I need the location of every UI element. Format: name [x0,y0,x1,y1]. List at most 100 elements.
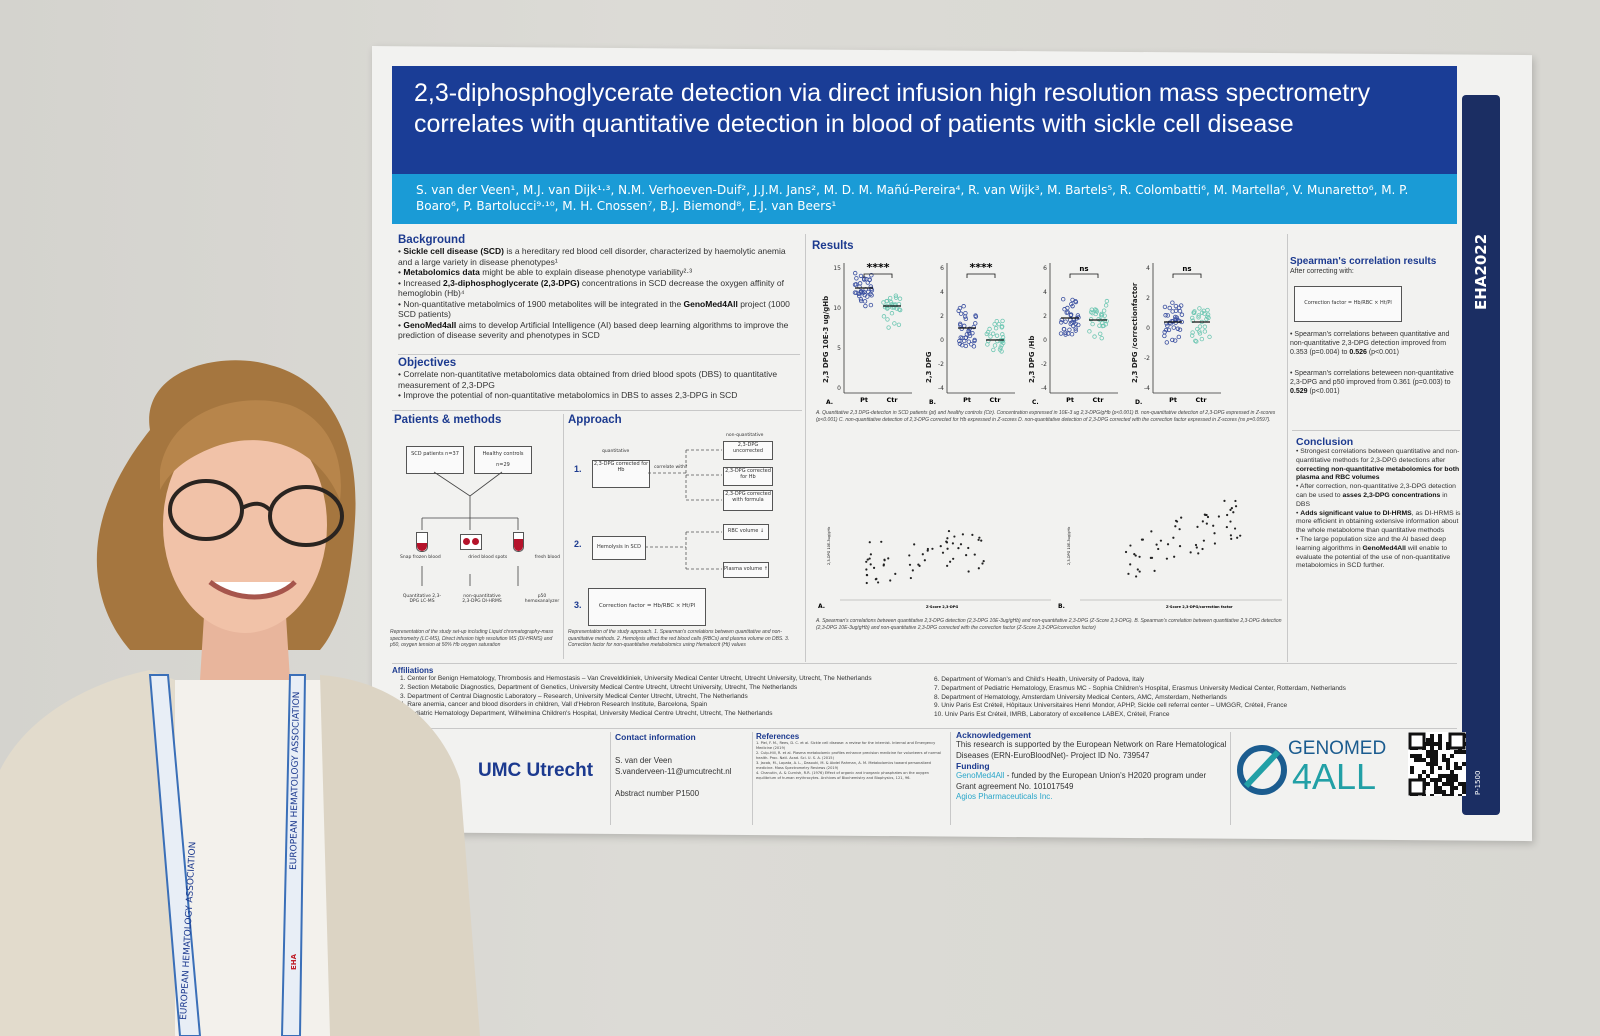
control-dot [893,293,899,298]
patient-dot [1176,318,1182,324]
scatter-point [931,547,934,550]
control-dot [1090,321,1095,327]
y-axis-label: 2,3 DPG /correctionfactor [1131,282,1139,383]
contact-email[interactable]: S.vanderveen-11@umcutrecht.nl [615,766,732,776]
scatter-point [1136,568,1139,571]
qr-module [1442,758,1446,762]
scatter-point [967,570,970,573]
y-tick: 2 [1043,313,1047,320]
qr-module [1462,786,1466,790]
control-dot [1195,326,1200,332]
patient-dot [1066,331,1071,336]
qr-module [1462,782,1466,786]
scatter-point [941,551,945,554]
patient-dot [1178,303,1184,308]
methods-flow-lines [421,471,519,586]
qr-module [1438,766,1442,770]
qr-module [1454,766,1458,770]
divider [610,732,611,825]
target-box: 2,3-DPG corrected for Hb [723,467,773,486]
patient-dot [1179,312,1185,317]
qr-code[interactable] [1408,732,1466,796]
control-dot [1099,313,1104,318]
control-dot [999,324,1005,329]
scatter-point [1135,575,1138,578]
patient-dot [1166,327,1172,333]
control-dot [1103,303,1109,308]
patient-dot [1173,308,1179,314]
y-tick: -2 [1144,355,1150,362]
group-label: Pt [963,396,971,404]
control-dot [1190,330,1195,335]
y-tick: 6 [940,265,944,272]
poster-authors: S. van der Veen¹, M.J. van Dijk¹·³, N.M.… [416,183,1409,213]
affiliation-item: 5. Pediatric Hematology Department, Wilh… [400,710,773,718]
patient-dot [1162,304,1168,310]
qr-module [1434,754,1438,758]
scatter-point [947,529,951,533]
reference-item: 3. Jacob, M., Lopata, A. L., Dasouki, M.… [756,761,931,770]
group-label: Pt [1066,396,1074,404]
qr-module [1438,786,1442,790]
divider [392,410,802,411]
patient-dot [1065,310,1071,315]
qr-module [1450,754,1454,758]
patient-dot [957,321,963,327]
scatter-point [1212,524,1215,527]
scatter-point [868,557,871,560]
scatter-point [1124,550,1128,554]
divider [392,728,1457,729]
patient-dot [1059,320,1064,325]
control-dot [999,342,1004,348]
patient-dot [1163,327,1169,333]
qr-module [1442,794,1446,796]
scatter-point [877,581,880,584]
scatter-point [957,547,960,550]
patient-dot [1070,297,1075,303]
patient-dot [1073,326,1078,331]
scatter-point [1229,508,1232,511]
target-box: 2,3-DPG uncorrected [723,441,773,460]
control-dot [1094,309,1099,314]
control-dot [887,295,893,301]
scatter-point [1217,515,1220,518]
lanyard-brand: EHA [290,953,298,970]
control-dot [994,333,1000,338]
qr-module [1426,750,1430,754]
scatter-point [1175,520,1179,523]
control-dot [888,300,894,305]
patient-dot [967,333,973,339]
scatter-point [1138,570,1141,573]
abstract-number: Abstract number P1500 [615,789,700,798]
divider [1230,732,1231,825]
scatter-point [1232,511,1235,514]
face [163,417,327,633]
qr-module [1434,742,1438,746]
significance-label: ns [1182,265,1191,273]
qr-module [1426,738,1430,742]
scatter-point [946,564,949,567]
scatter-point [949,560,952,563]
qr-module [1446,758,1450,762]
control-dot [984,331,989,337]
patient-dot [963,316,969,322]
ack-heading: Acknowledgement [956,730,1032,740]
qr-module [1430,734,1434,738]
control-dot [889,311,895,316]
results-caption-2: A. Spearman's correlations between quant… [816,618,1282,631]
control-dot [1097,323,1102,328]
objectives-heading: Objectives [398,357,457,369]
scatter-point [1141,538,1144,541]
qr-module [1434,778,1438,782]
qr-module [1450,790,1454,794]
scatter-point [1229,534,1233,537]
scatter-point [1134,554,1137,557]
qr-module [1462,762,1466,766]
lanyard-strap-right [280,674,307,1036]
scatter-point [1157,547,1160,551]
scatter-point [980,539,983,542]
scatter-point [1127,572,1130,575]
patient-dot [961,304,966,309]
qr-module [1446,762,1450,766]
scatter-point [1172,536,1175,539]
